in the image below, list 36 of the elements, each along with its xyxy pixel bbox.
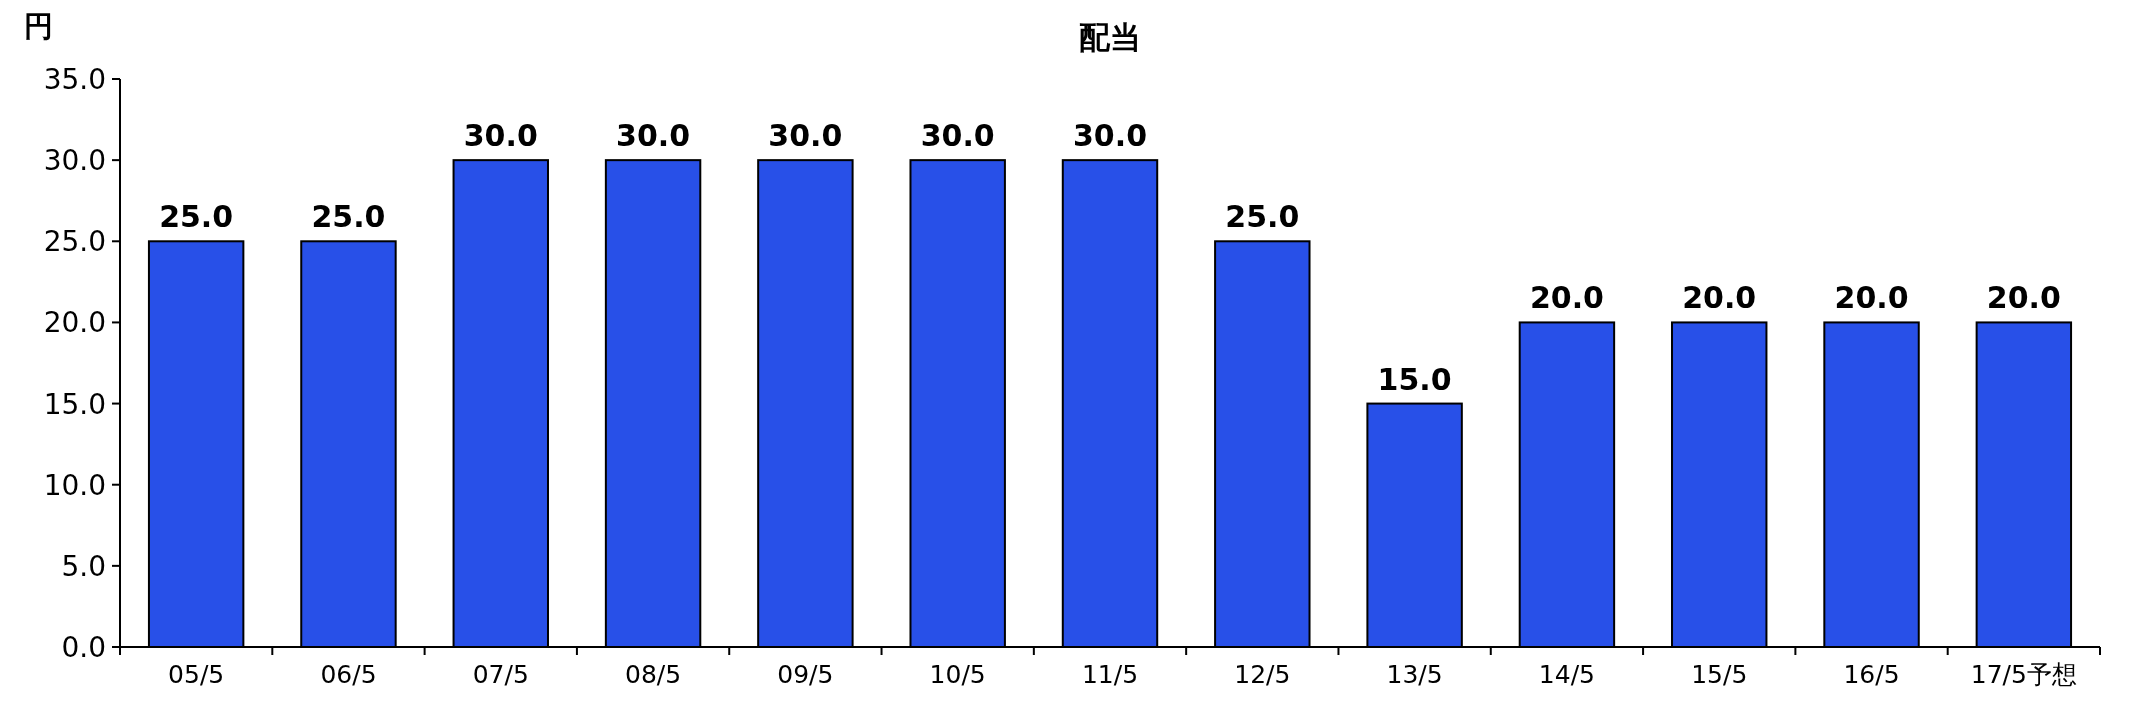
y-tick-label: 25.0 (43, 225, 106, 259)
y-tick-label: 15.0 (43, 387, 106, 421)
y-tick-label: 30.0 (43, 144, 106, 178)
data-label: 25.0 (311, 199, 386, 235)
x-tick-label: 06/5 (320, 660, 377, 689)
x-tick-label: 12/5 (1234, 660, 1291, 689)
x-tick-label: 15/5 (1691, 660, 1748, 689)
data-label: 25.0 (1225, 199, 1300, 235)
x-tick-label: 10/5 (929, 660, 986, 689)
data-label: 20.0 (1682, 280, 1757, 316)
data-label: 30.0 (1072, 118, 1148, 154)
data-label: 30.0 (768, 118, 843, 154)
x-tick-label: 08/5 (625, 660, 682, 689)
y-axis-title: 円 (23, 9, 53, 43)
data-label: 20.0 (1834, 280, 1909, 316)
x-tick-label: 05/5 (168, 660, 225, 689)
y-tick-label: 20.0 (43, 306, 106, 340)
x-tick-label: 07/5 (472, 660, 529, 689)
data-label: 20.0 (1529, 280, 1604, 316)
x-tick-label: 14/5 (1538, 660, 1595, 689)
y-tick-label: 35.0 (43, 63, 106, 96)
x-tick-label: 11/5 (1081, 660, 1139, 689)
x-tick-label: 13/5 (1386, 660, 1443, 689)
data-label: 25.0 (159, 199, 234, 235)
y-tick-label: 0.0 (61, 631, 106, 664)
data-label: 30.0 (463, 118, 538, 154)
x-tick-label: 17/5予想 (1970, 660, 2077, 689)
chart-title: 配当 (1079, 19, 1141, 55)
x-tick-label: 09/5 (777, 660, 834, 689)
data-label: 15.0 (1377, 361, 1452, 397)
y-tick-label: 5.0 (61, 549, 106, 583)
data-label: 30.0 (920, 118, 995, 154)
data-label: 30.0 (616, 118, 691, 154)
y-tick-label: 10.0 (43, 468, 106, 502)
data-label: 20.0 (1986, 280, 2061, 316)
x-tick-label: 16/5 (1843, 660, 1900, 689)
